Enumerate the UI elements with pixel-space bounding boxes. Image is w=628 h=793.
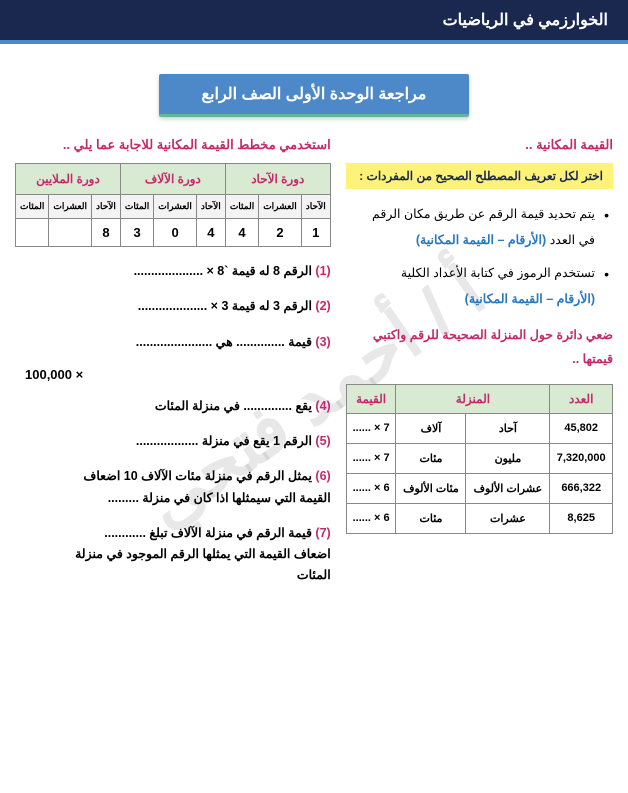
table-row: 45,802 آحاد آلاف 7 × ...... xyxy=(346,413,612,443)
left-subtitle: استخدمي مخطط القيمة المكانية للاجابة عما… xyxy=(15,137,331,153)
table-row: 666,322 عشرات الألوف مئات الألوف 6 × ...… xyxy=(346,473,612,503)
place-value-table: دورة الآحاد دورة الآلاف دورة الملايين ال… xyxy=(15,163,331,247)
title-banner: مراجعة الوحدة الأولى الصف الرابع xyxy=(159,74,469,117)
question-6: (6) يمثل الرقم في منزلة مئات الآلاف 10 ا… xyxy=(15,466,331,509)
left-column: استخدمي مخطط القيمة المكانية للاجابة عما… xyxy=(15,137,331,601)
question-2: (2) الرقم 3 له قيمة 3 × ................… xyxy=(15,296,331,317)
table-row: 8,625 عشرات مئات 6 × ...... xyxy=(346,503,612,533)
question-3: (3) قيمة .............. هي .............… xyxy=(15,332,331,353)
circle-instruction: ضعي دائرة حول المنزلة الصحيحة للرقم واكت… xyxy=(346,324,613,372)
mul-100k: × 100,000 xyxy=(15,367,331,382)
right-column: القيمة المكانية .. اختر لكل تعريف المصطل… xyxy=(346,137,613,601)
table-row: 7,320,000 مليون مئات 7 × ...... xyxy=(346,443,612,473)
bullet-2: تستخدم الرموز في كتابة الأعداد الكلية (ا… xyxy=(346,260,613,313)
question-5: (5) الرقم 1 يقع في منزلة ...............… xyxy=(15,431,331,452)
banner-text: مراجعة الوحدة الأولى الصف الرابع xyxy=(202,86,427,103)
question-1: (1) الرقم 8 له قيمة `8 × ...............… xyxy=(15,261,331,282)
value-table: العدد المنزلة القيمة 45,802 آحاد آلاف 7 … xyxy=(346,384,613,534)
page-header: الخوارزمي في الرياضيات xyxy=(0,0,628,44)
yellow-instruction: اختر لكل تعريف المصطلح الصحيح من المفردا… xyxy=(346,163,613,189)
question-4: (4) يقع .............. في منزلة المئات xyxy=(15,396,331,417)
header-title: الخوارزمي في الرياضيات xyxy=(443,12,608,29)
bullet-1: يتم تحديد قيمة الرقم عن طريق مكان الرقم … xyxy=(346,201,613,254)
question-7: (7) قيمة الرقم في منزلة الآلاف تبلغ ....… xyxy=(15,523,331,587)
section-title: القيمة المكانية .. xyxy=(346,137,613,153)
